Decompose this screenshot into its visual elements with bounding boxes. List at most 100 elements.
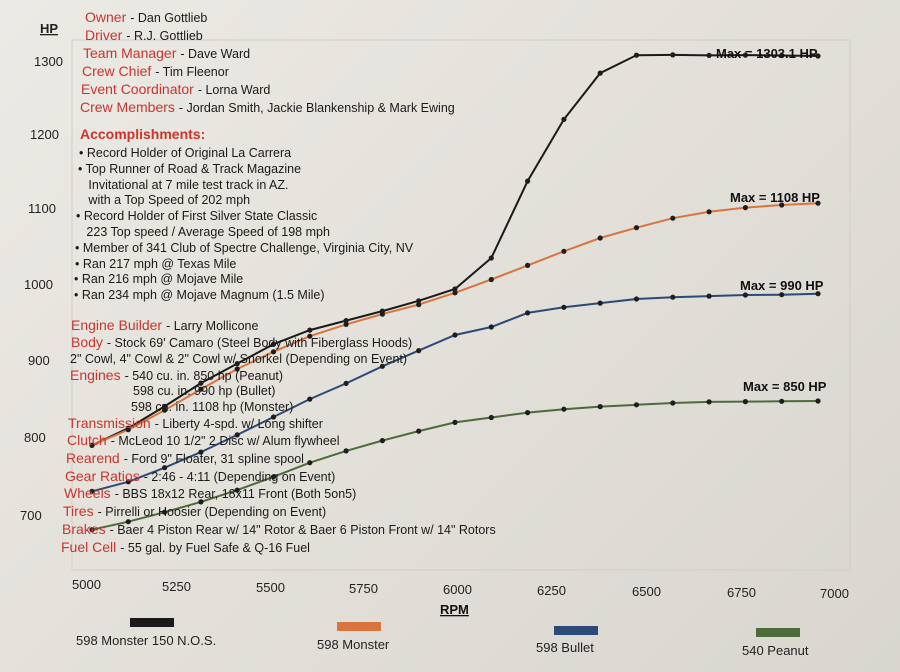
data-point-bullet (633, 296, 640, 302)
accomplishment-item: • Member of 341 Club of Spectre Challeng… (75, 241, 414, 255)
x-tick-5500: 5500 (256, 580, 285, 595)
data-point-monster (343, 321, 349, 327)
data-point-monster-nos (270, 341, 277, 347)
data-point-monster (706, 209, 712, 215)
legend-label-monster-nos: 598 Monster 150 N.O.S. (76, 633, 216, 648)
data-point-peanut (307, 460, 313, 466)
max-label-monster: Max = 1108 HP (730, 190, 820, 205)
y-tick-800: 800 (24, 430, 46, 445)
data-point-peanut (561, 406, 567, 412)
accomplishment-item: Invitational at 7 mile test track in AZ. (78, 178, 289, 192)
data-point-monster-nos (597, 70, 603, 76)
data-point-monster-nos (742, 52, 749, 58)
wheels-line: Wheels - BBS 18x12 Rear, 18x11 Front (Bot… (64, 485, 356, 501)
engine-builder-value: - Larry Mollicone (166, 319, 258, 333)
data-point-peanut (706, 399, 712, 405)
clutch-line: Clutch - McLeod 10 1/2" 2 Disc w/ Alum fl… (67, 432, 340, 448)
y-tick-1000: 1000 (24, 277, 53, 292)
data-point-monster-nos (706, 52, 712, 59)
body-value: - Stock 69' Camaro (Steel Body with Fibe… (107, 336, 412, 350)
data-point-monster-nos (162, 403, 168, 409)
data-point-monster (379, 311, 385, 317)
data-point-bullet (742, 292, 749, 298)
legend-swatch-bullet (554, 626, 598, 635)
owner-label: Owner (85, 9, 127, 25)
data-point-peanut (162, 509, 168, 515)
accomplishment-item: 223 Top speed / Average Speed of 198 mph (76, 225, 330, 239)
data-point-bullet (198, 449, 204, 455)
legend: 598 Monster 150 N.O.S. 598 Monster 598 B… (76, 618, 809, 658)
data-point-monster (815, 200, 821, 206)
data-point-peanut (125, 519, 131, 525)
engines-line-3: 598 cu. in. 1108 hp (Monster) (131, 400, 293, 414)
data-point-peanut (742, 399, 749, 405)
team-manager-label: Team Manager (83, 45, 177, 61)
data-point-bullet (89, 488, 95, 494)
y-tick-1100: 1100 (28, 201, 56, 216)
accomplishment-item: • Record Holder of First Silver State Cl… (76, 209, 317, 223)
data-point-monster (452, 290, 458, 296)
max-label-bullet: Max = 990 HP (740, 278, 824, 293)
data-point-peanut (89, 527, 95, 533)
y-tick-1200: 1200 (30, 127, 59, 142)
fuel-cell-line: Fuel Cell - 55 gal. by Fuel Safe & Q-16 F… (61, 539, 310, 555)
data-point-monster-nos (452, 286, 458, 292)
data-point-bullet (670, 294, 676, 300)
data-point-bullet (706, 293, 712, 299)
brakes-label: Brakes (62, 521, 106, 537)
driver-line: Driver - R.J. Gottlieb (85, 27, 203, 43)
data-point-bullet (488, 324, 494, 330)
tires-value: - Pirrelli or Hoosier (Depending on Even… (98, 505, 327, 519)
data-point-monster-nos (525, 178, 531, 184)
data-point-monster-nos (343, 318, 349, 324)
data-point-monster (742, 205, 749, 211)
team-manager-line: Team Manager - Dave Ward (83, 45, 250, 61)
rearend-value: - Ford 9" Floater, 31 spline spool (124, 452, 304, 466)
engine-builder-line: Engine Builder - Larry Mollicone (71, 317, 258, 333)
transmission-line: Transmission - Liberty 4-spd. w/ Long shi… (68, 415, 323, 431)
legend-swatch-peanut (756, 628, 800, 637)
data-point-peanut (234, 487, 240, 493)
data-point-monster (416, 302, 422, 308)
data-point-monster-nos (815, 53, 821, 59)
crew-chief-line: Crew Chief - Tim Fleenor (82, 63, 229, 79)
x-tick-6500: 6500 (632, 584, 661, 599)
crew-chief-value: - Tim Fleenor (155, 65, 229, 79)
data-point-bullet (597, 300, 603, 306)
data-point-bullet (815, 291, 821, 297)
data-point-monster (198, 386, 204, 392)
data-point-monster-nos (488, 255, 494, 261)
engines-line: Engines - 540 cu. in. 850 hp (Peanut) (70, 367, 283, 383)
max-label-monster-nos: Max = 1303.1 HP (716, 46, 818, 61)
data-point-peanut (343, 448, 349, 454)
data-point-bullet (307, 396, 313, 402)
data-point-peanut (452, 419, 458, 425)
data-point-monster (89, 442, 95, 448)
data-point-peanut (633, 402, 640, 408)
series-layer (89, 52, 821, 533)
event-coordinator-line: Event Coordinator - Lorna Ward (81, 81, 270, 97)
legend-swatch-monster (337, 622, 381, 631)
crew-members-value: - Jordan Smith, Jackie Blankenship & Mar… (179, 101, 455, 115)
event-coordinator-value: - Lorna Ward (198, 83, 271, 97)
data-point-peanut (488, 414, 494, 421)
data-point-peanut (779, 398, 785, 404)
data-point-monster (525, 262, 531, 268)
data-point-peanut (815, 398, 821, 404)
x-tick-6000: 6000 (443, 582, 472, 597)
data-point-monster-nos (779, 52, 785, 59)
x-tick-5000: 5000 (72, 577, 101, 592)
x-tick-labels: 5000 5250 5500 5750 6000 6250 6500 6750 … (72, 577, 849, 601)
data-point-bullet (379, 363, 385, 369)
wheels-value: - BBS 18x12 Rear, 18x11 Front (Both 5on5… (115, 487, 357, 501)
data-point-monster-nos (416, 298, 422, 304)
team-info: Owner - Dan Gottlieb Driver - R.J. Gottlie… (61, 9, 496, 555)
accomplishment-item: • Ran 217 mph @ Texas Mile (75, 257, 236, 271)
crew-chief-label: Crew Chief (82, 63, 151, 79)
data-point-bullet (525, 310, 531, 316)
clutch-label: Clutch (67, 432, 107, 448)
data-point-peanut (270, 474, 277, 480)
body-line: Body - Stock 69' Camaro (Steel Body with … (71, 334, 412, 350)
